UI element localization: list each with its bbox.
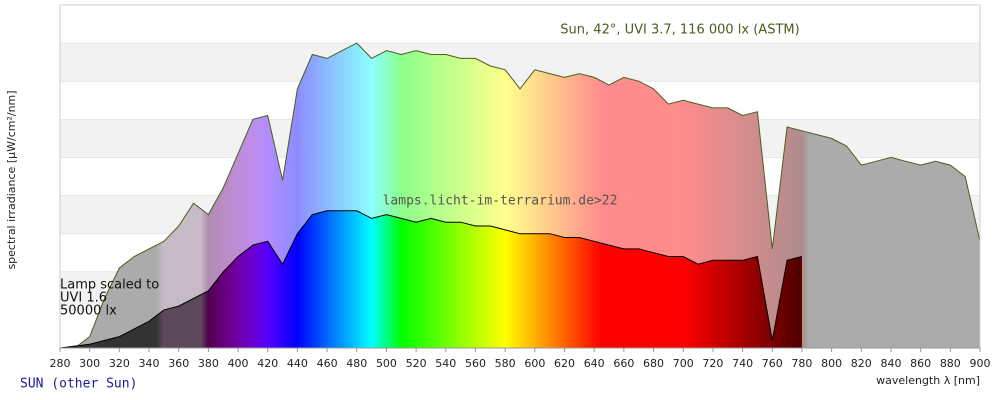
x-tick-label: 700 (673, 357, 694, 370)
spectrum-line (74, 42, 981, 349)
x-tick-label: 840 (880, 357, 901, 370)
x-tick-label: 280 (50, 357, 71, 370)
x-tick-label: 740 (732, 357, 753, 370)
x-tick-label: 480 (346, 357, 367, 370)
x-tick-label: 440 (287, 357, 308, 370)
x-tick-label: 560 (465, 357, 486, 370)
x-tick-label: 820 (851, 357, 872, 370)
x-tick-label: 360 (168, 357, 189, 370)
x-tick-label: 500 (376, 357, 397, 370)
x-tick-label: 460 (317, 357, 338, 370)
sun-label: Sun, 42°, UVI 3.7, 116 000 lx (ASTM) (560, 23, 799, 38)
y-axis-label: spectral irradiance [µW/cm²/nm] (5, 90, 18, 269)
sun-link[interactable]: SUN (other Sun) (20, 377, 137, 392)
x-tick-label: 340 (139, 357, 160, 370)
x-tick-label: 600 (524, 357, 545, 370)
x-tick-label: 860 (910, 357, 931, 370)
lamp-label: 50000 lx (60, 304, 117, 319)
x-tick-label: 780 (791, 357, 812, 370)
x-tick-label: 720 (702, 357, 723, 370)
lamp-label: UVI 1.6 (60, 291, 107, 306)
x-tick-label: 540 (435, 357, 456, 370)
x-tick-label: 380 (198, 357, 219, 370)
lamp-label: Lamp scaled to (60, 278, 159, 293)
x-tick-label: 760 (762, 357, 783, 370)
x-tick-label: 300 (79, 357, 100, 370)
x-tick-label: 400 (228, 357, 249, 370)
spectrum-area (60, 210, 802, 348)
x-tick-label: 800 (821, 357, 842, 370)
x-tick-label: 880 (940, 357, 961, 370)
x-tick-label: 680 (643, 357, 664, 370)
x-axis-label: wavelength λ [nm] (876, 374, 980, 387)
x-tick-label: 640 (584, 357, 605, 370)
x-tick-label: 660 (613, 357, 634, 370)
x-tick-label: 320 (109, 357, 130, 370)
x-tick-label: 620 (554, 357, 575, 370)
x-tick-label: 580 (495, 357, 516, 370)
x-tick-label: 900 (970, 357, 991, 370)
grid-band (60, 43, 980, 82)
x-tick-label: 420 (257, 357, 278, 370)
watermark: lamps.licht-im-terrarium.de>22 (383, 194, 618, 209)
spectrum-line (59, 210, 803, 349)
x-tick-label: 520 (406, 357, 427, 370)
